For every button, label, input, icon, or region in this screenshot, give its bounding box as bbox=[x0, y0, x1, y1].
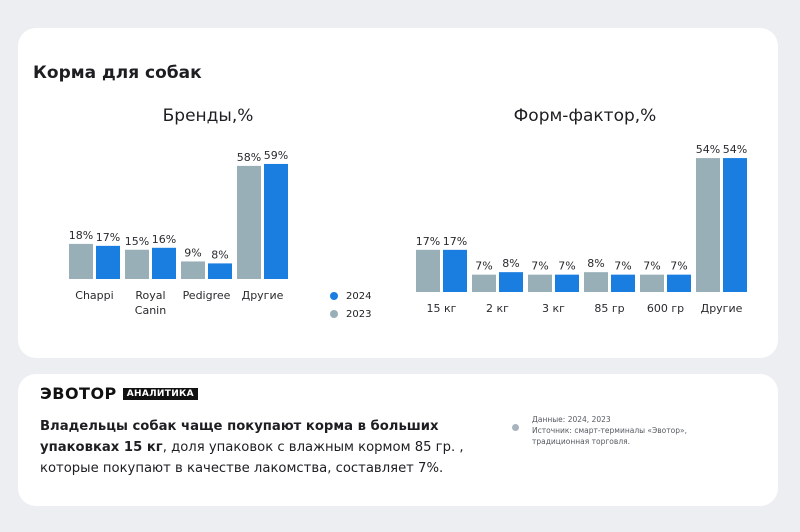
brands-bar-chart: 18% 17% Chappi 15% 16% Royal Canin 9% 8% Pedigree… bbox=[69, 149, 288, 317]
source-note: Данные: 2024, 2023 Источник: смарт-терми… bbox=[532, 414, 732, 447]
form-factor-bar-chart: 17% 17% 15 кг 7% 8% 2 кг 7% 7% 3 кг 8% 7% 85 гр 7% 7%… bbox=[416, 143, 747, 315]
bar-2023 bbox=[528, 274, 552, 292]
summary-bold: Владельцы собак чаще покупают корма в бо… bbox=[40, 419, 439, 455]
legend-label-2023: 2023 bbox=[346, 308, 372, 320]
summary-text: Владельцы собак чаще покупают корма в бо… bbox=[40, 416, 510, 479]
category-label: Chappi bbox=[75, 289, 113, 302]
bar-2024 bbox=[555, 274, 579, 292]
category-label: 85 гр bbox=[594, 302, 624, 315]
data-label: 54% bbox=[723, 143, 747, 156]
info-dot-icon bbox=[512, 424, 519, 431]
brand-name: ЭВОТОР bbox=[40, 384, 117, 403]
data-label: 7% bbox=[475, 260, 492, 273]
chart-legend: 2024 2023 bbox=[330, 287, 371, 323]
page-title: Корма для собак bbox=[33, 63, 202, 83]
summary-rest: , доля упаковок с влажным кормом 85 гр. … bbox=[40, 440, 464, 476]
data-label: 7% bbox=[558, 260, 575, 273]
bar-2024 bbox=[264, 163, 288, 279]
category-label: 3 кг bbox=[542, 302, 565, 315]
category-label: Другие bbox=[701, 302, 743, 315]
category-label: 2 кг bbox=[486, 302, 509, 315]
bar-2023 bbox=[69, 243, 93, 279]
category-label: Pedigree bbox=[183, 289, 231, 302]
bar-2024 bbox=[208, 263, 232, 279]
bar-2023 bbox=[584, 272, 608, 292]
bar-2023 bbox=[125, 249, 149, 279]
data-label: 59% bbox=[264, 149, 288, 162]
legend-swatch-2023 bbox=[330, 310, 338, 318]
source-line: традиционная торговля. bbox=[532, 437, 631, 446]
bar-2024 bbox=[443, 249, 467, 292]
summary-card: ЭВОТОР АНАЛИТИКА Владельцы собак чаще по… bbox=[18, 374, 778, 506]
evotor-logo: ЭВОТОР АНАЛИТИКА bbox=[40, 384, 198, 403]
data-label: 9% bbox=[184, 246, 201, 259]
data-label: 8% bbox=[211, 248, 228, 261]
bar-2024 bbox=[499, 272, 523, 292]
source-line: Данные: 2024, 2023 bbox=[532, 415, 611, 424]
legend-item-2024: 2024 bbox=[330, 287, 371, 305]
data-label: 7% bbox=[614, 260, 631, 273]
category-label: Другие bbox=[242, 289, 284, 302]
data-label: 18% bbox=[69, 229, 93, 242]
category-label: 15 кг bbox=[427, 302, 457, 315]
bar-2023 bbox=[640, 274, 664, 292]
bar-2023 bbox=[181, 261, 205, 279]
data-label: 58% bbox=[237, 151, 261, 164]
data-label: 7% bbox=[670, 260, 687, 273]
legend-swatch-2024 bbox=[330, 292, 338, 300]
brands-chart-title: Бренды,% bbox=[162, 106, 254, 126]
category-label: Royal bbox=[135, 289, 165, 302]
bar-2024 bbox=[667, 274, 691, 292]
data-label: 8% bbox=[502, 257, 519, 270]
data-label: 17% bbox=[443, 235, 467, 248]
bar-2024 bbox=[611, 274, 635, 292]
data-label: 17% bbox=[416, 235, 440, 248]
chart-card: Корма для собак Бренды,% Форм-фактор,% 1… bbox=[18, 28, 778, 358]
source-line: Источник: смарт-терминалы «Эвотор», bbox=[532, 426, 687, 435]
legend-label-2024: 2024 bbox=[346, 290, 372, 302]
category-label: Canin bbox=[135, 304, 166, 317]
data-label: 16% bbox=[152, 233, 176, 246]
data-label: 7% bbox=[643, 260, 660, 273]
brand-tag: АНАЛИТИКА bbox=[122, 387, 198, 400]
bar-2023 bbox=[696, 158, 720, 292]
bar-2023 bbox=[237, 165, 261, 279]
legend-item-2023: 2023 bbox=[330, 305, 371, 323]
data-label: 15% bbox=[125, 235, 149, 248]
form-factor-chart-title: Форм-фактор,% bbox=[513, 106, 657, 126]
bar-2023 bbox=[416, 249, 440, 292]
category-label: 600 гр bbox=[647, 302, 684, 315]
bar-2024 bbox=[723, 158, 747, 292]
bar-2024 bbox=[152, 247, 176, 279]
data-label: 17% bbox=[96, 231, 120, 244]
data-label: 8% bbox=[587, 257, 604, 270]
data-label: 7% bbox=[531, 260, 548, 273]
bar-2024 bbox=[96, 245, 120, 279]
data-label: 54% bbox=[696, 143, 720, 156]
bar-2023 bbox=[472, 274, 496, 292]
